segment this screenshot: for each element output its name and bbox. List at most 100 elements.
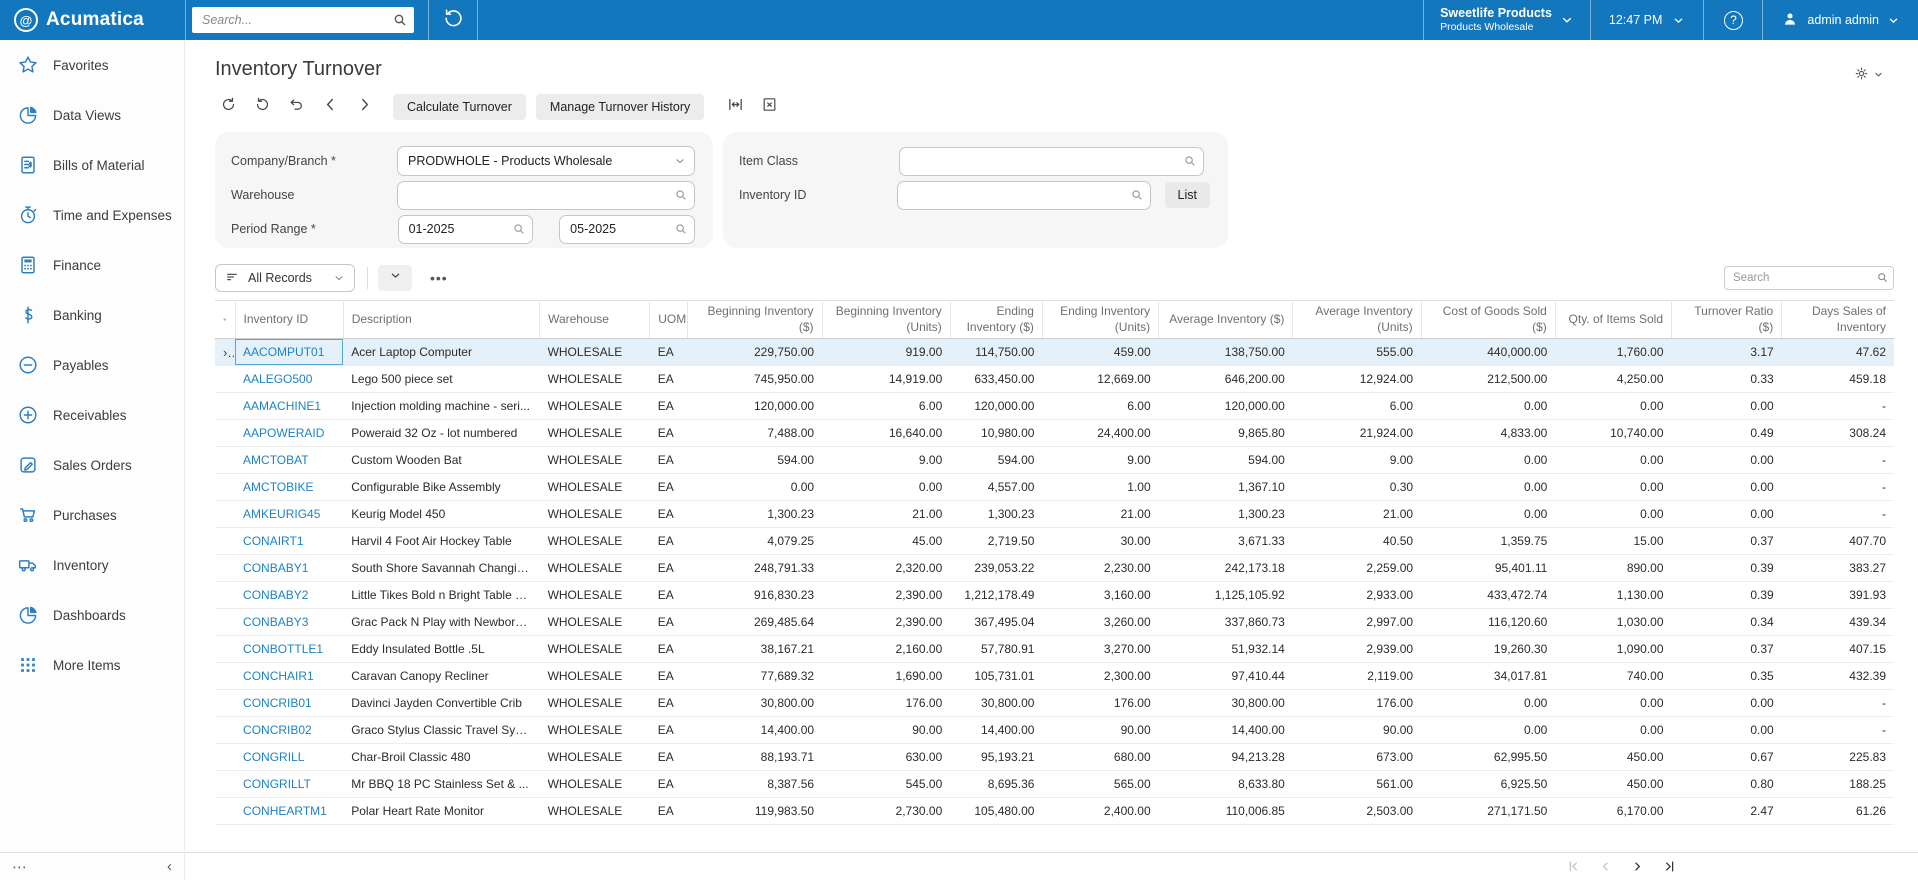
table-row[interactable]: AAMACHINE1 Injection molding machine - se…: [215, 392, 1894, 421]
inventory-id-input[interactable]: [896, 180, 1151, 210]
company-selector[interactable]: Sweetlife Products Products Wholesale: [1424, 0, 1590, 40]
col-header-inventory-id[interactable]: Inventory ID: [235, 299, 344, 340]
col-header-turnover-ratio-[interactable]: Turnover Ratio ($): [1671, 299, 1783, 340]
col-header-beginning-inventory-units-[interactable]: Beginning Inventory (Units): [822, 299, 951, 340]
col-header-ending-inventory-[interactable]: Ending Inventory ($): [950, 299, 1043, 340]
prev-page-button[interactable]: [1596, 858, 1614, 876]
table-row[interactable]: AAPOWERAID Poweraid 32 Oz - lot numbered W…: [215, 419, 1894, 448]
sidebar-item-sales-orders[interactable]: Sales Orders: [0, 440, 184, 490]
page-settings-button[interactable]: [1854, 66, 1884, 86]
inventory-id-link[interactable]: CONBABY1: [243, 561, 309, 576]
inventory-id-link[interactable]: AMKEURIG45: [243, 507, 321, 522]
sidebar-item-purchases[interactable]: Purchases: [0, 490, 184, 540]
period-from-input[interactable]: [397, 214, 534, 244]
manage-turnover-history-button[interactable]: Manage Turnover History: [535, 94, 705, 120]
business-date-selector[interactable]: 12:47 PM: [1591, 0, 1704, 40]
toolbar-refresh-button[interactable]: [211, 94, 245, 120]
table-row[interactable]: AMKEURIG45 Keurig Model 450 WHOLESALE EA 1,3…: [215, 500, 1894, 529]
calculate-turnover-button[interactable]: Calculate Turnover: [393, 94, 526, 120]
table-row[interactable]: CONCHAIR1 Caravan Canopy Recliner WHOLESAL…: [215, 662, 1894, 691]
col-header-average-inventory-[interactable]: Average Inventory ($): [1158, 299, 1294, 340]
sidebar-item-favorites[interactable]: Favorites: [0, 40, 184, 90]
inventory-id-link[interactable]: AALEGO500: [243, 372, 313, 387]
more-options-ellipsis-icon[interactable]: ⋯: [12, 858, 28, 876]
expand-filters-button[interactable]: [378, 265, 412, 291]
toolbar-back-button[interactable]: [313, 94, 347, 120]
period-to-input[interactable]: [559, 214, 695, 244]
item-class-input[interactable]: [899, 146, 1204, 176]
inventory-id-link[interactable]: CONCHAIR1: [243, 669, 314, 684]
last-page-button[interactable]: [1660, 858, 1678, 876]
col-header-uom[interactable]: UOM: [649, 299, 689, 340]
sidebar-item-payables[interactable]: Payables: [0, 340, 184, 390]
records-filter-select[interactable]: All Records: [215, 264, 355, 292]
col-header-qty-of-items-sold[interactable]: Qty. of Items Sold: [1555, 299, 1673, 340]
export-excel-button[interactable]: [752, 94, 786, 120]
table-row[interactable]: CONHEARTM1 Polar Heart Rate Monitor WHOLES…: [215, 797, 1894, 826]
toolbar-undo-button[interactable]: [279, 94, 313, 120]
table-row[interactable]: CONBABY1 South Shore Savannah Changin... W…: [215, 554, 1894, 583]
sidebar-item-finance[interactable]: Finance: [0, 240, 184, 290]
table-row[interactable]: CONGRILL Char-Broil Classic 480 WHOLESALE E…: [215, 743, 1894, 772]
company-branch-select[interactable]: PRODWHOLE - Products Wholesale: [397, 146, 695, 176]
table-row[interactable]: CONCRIB02 Graco Stylus Classic Travel Sys…: [215, 716, 1894, 745]
row-expander[interactable]: ›: [215, 338, 236, 367]
sidebar-item-dashboards[interactable]: Dashboards: [0, 590, 184, 640]
col-header-cost-of-goods-sold-[interactable]: Cost of Goods Sold ($): [1421, 299, 1556, 340]
col-header-beginning-inventory-[interactable]: Beginning Inventory ($): [687, 299, 823, 340]
col-header-warehouse[interactable]: Warehouse: [539, 299, 651, 340]
warehouse-input[interactable]: [397, 180, 695, 210]
col-header-days-sales-of-inventory[interactable]: Days Sales of Inventory: [1781, 299, 1894, 340]
inventory-id-link[interactable]: CONGRILL: [243, 750, 305, 765]
inventory-id-link[interactable]: AAMACHINE1: [243, 399, 322, 414]
inventory-id-link[interactable]: CONBOTTLE1: [243, 642, 324, 657]
table-row[interactable]: AMCTOBAT Custom Wooden Bat WHOLESALE EA 594.…: [215, 446, 1894, 475]
sidebar-item-receivables[interactable]: Receivables: [0, 390, 184, 440]
fit-width-button[interactable]: [718, 94, 752, 120]
grid-search-input[interactable]: [1724, 266, 1894, 290]
col-header-average-inventory-units-[interactable]: Average Inventory (Units): [1292, 299, 1422, 340]
sidebar-item-more-items[interactable]: More Items: [0, 640, 184, 690]
inventory-id-link[interactable]: AMCTOBAT: [243, 453, 309, 468]
inventory-id-link[interactable]: CONHEARTM1: [243, 804, 327, 819]
inventory-id-link[interactable]: CONGRILLT: [243, 777, 311, 792]
sidebar-item-inventory[interactable]: Inventory: [0, 540, 184, 590]
export-excel-icon: [761, 96, 778, 118]
sidebar-item-banking[interactable]: Banking: [0, 290, 184, 340]
sidebar-item-bills-of-material[interactable]: Bills of Material: [0, 140, 184, 190]
user-menu[interactable]: admin admin: [1763, 0, 1918, 40]
sidebar-item-time-and-expenses[interactable]: Time and Expenses: [0, 190, 184, 240]
inventory-id-link[interactable]: AAPOWERAID: [243, 426, 325, 441]
inventory-id-link[interactable]: AACOMPUT01: [243, 345, 325, 360]
inventory-id-link[interactable]: AMCTOBIKE: [243, 480, 314, 495]
col-header-ending-inventory-units-[interactable]: Ending Inventory (Units): [1042, 299, 1160, 340]
grid-more-button[interactable]: •••: [430, 270, 448, 286]
table-row[interactable]: CONBABY3 Grac Pack N Play with Newborn...…: [215, 608, 1894, 637]
col-header-description[interactable]: Description: [343, 299, 541, 340]
sidebar-item-data-views[interactable]: Data Views: [0, 90, 184, 140]
table-row[interactable]: CONCRIB01 Davinci Jayden Convertible Crib…: [215, 689, 1894, 718]
table-row[interactable]: AMCTOBIKE Configurable Bike Assembly WHOLE…: [215, 473, 1894, 502]
collapse-sidebar-icon[interactable]: ‹: [167, 858, 172, 875]
table-row[interactable]: CONBOTTLE1 Eddy Insulated Bottle .5L WHOLE…: [215, 635, 1894, 664]
table-row[interactable]: CONBABY2 Little Tikes Bold n Bright Table…: [215, 581, 1894, 610]
acumatica-logo[interactable]: @ Acumatica: [0, 8, 185, 32]
table-row[interactable]: AALEGO500 Lego 500 piece set WHOLESALE EA 74…: [215, 365, 1894, 394]
list-button[interactable]: List: [1164, 182, 1210, 208]
first-page-button[interactable]: [1564, 858, 1582, 876]
col-header-settings[interactable]: [215, 299, 236, 340]
inventory-id-link[interactable]: CONCRIB02: [243, 723, 312, 738]
table-row[interactable]: CONAIRT1 Harvil 4 Foot Air Hockey Table WH…: [215, 527, 1894, 556]
inventory-id-link[interactable]: CONBABY2: [243, 588, 309, 603]
time-tracking-button[interactable]: [429, 0, 477, 40]
inventory-id-link[interactable]: CONCRIB01: [243, 696, 312, 711]
help-button[interactable]: ?: [1704, 0, 1762, 40]
inventory-id-link[interactable]: CONAIRT1: [243, 534, 304, 549]
toolbar-forward-button[interactable]: [347, 94, 381, 120]
table-row[interactable]: › AACOMPUT01 Acer Laptop Computer WHOLESALE…: [215, 338, 1894, 367]
inventory-id-link[interactable]: CONBABY3: [243, 615, 309, 630]
global-search-input[interactable]: [192, 7, 414, 33]
toolbar-reload-button[interactable]: [245, 94, 279, 120]
next-page-button[interactable]: [1628, 858, 1646, 876]
table-row[interactable]: CONGRILLT Mr BBQ 18 PC Stainless Set & ..…: [215, 770, 1894, 799]
